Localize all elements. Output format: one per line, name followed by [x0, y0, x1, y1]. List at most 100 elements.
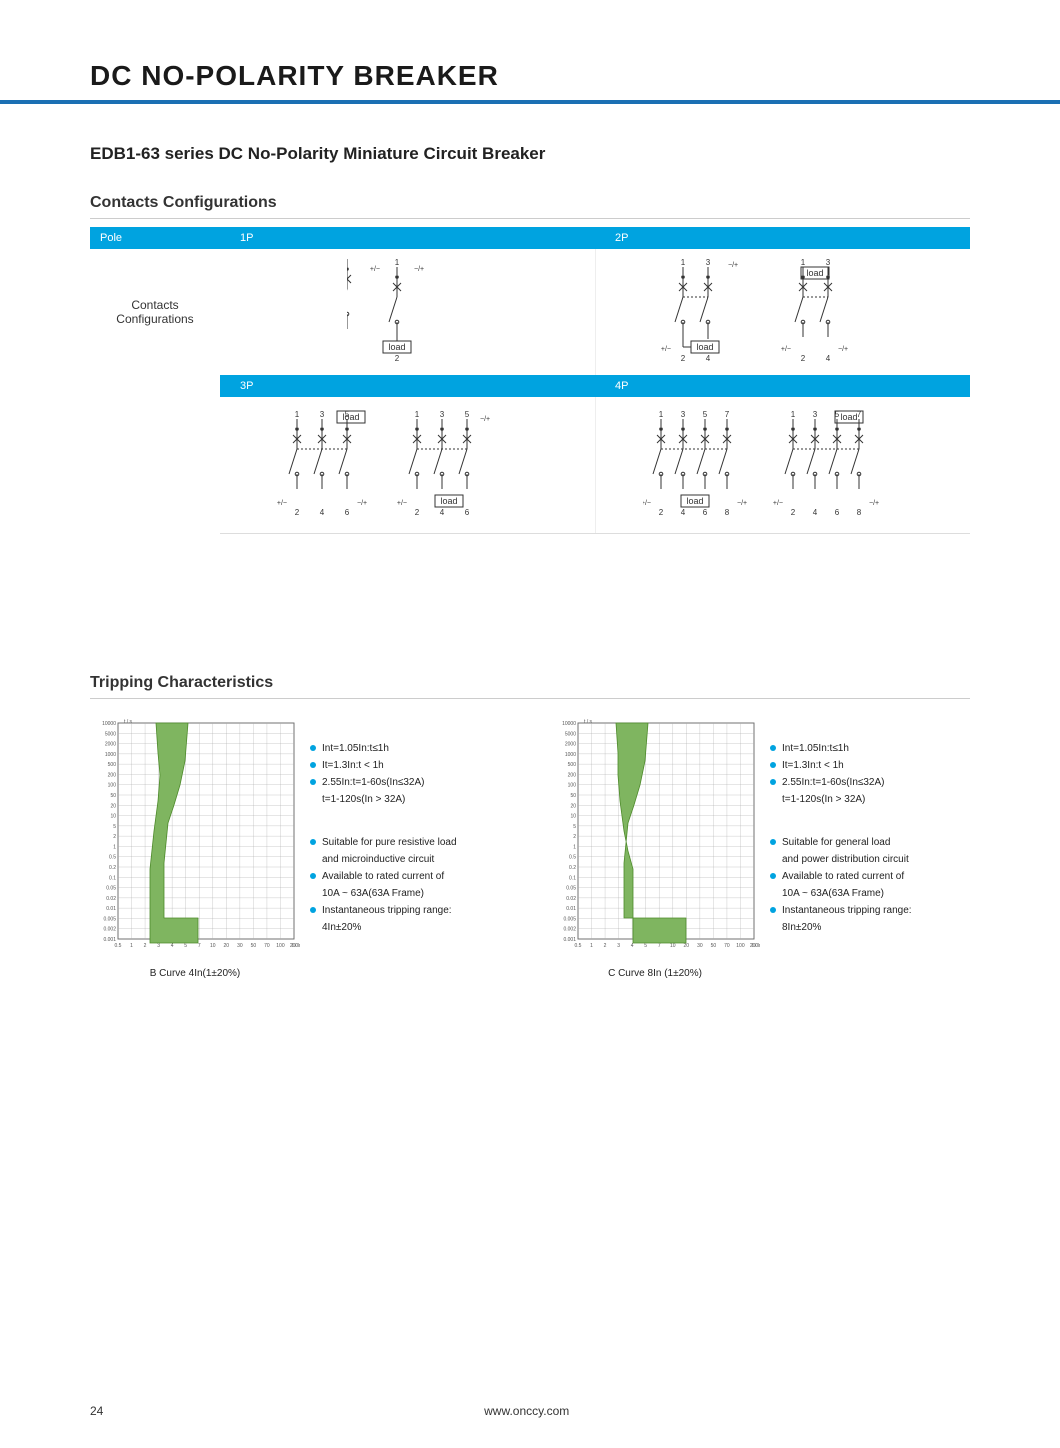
svg-text:100: 100: [276, 943, 285, 949]
svg-text:50: 50: [251, 943, 257, 949]
svg-text:5: 5: [644, 943, 647, 949]
svg-text:10: 10: [210, 943, 216, 949]
svg-text:2000: 2000: [105, 742, 116, 748]
c-curve-bullets: Int=1.05In:t≤1hIt=1.3In:t < 1h2.55In:t=1…: [770, 717, 912, 979]
svg-text:1000: 1000: [565, 752, 576, 758]
svg-text:1: 1: [113, 844, 116, 850]
bullet-item: It=1.3In:t < 1h: [310, 758, 457, 773]
svg-text:5: 5: [465, 410, 470, 419]
diagram-3p: 1 3 5 2 4 6 load +/− −/+: [220, 397, 595, 533]
c-curve-svg: 100005000200010005002001005020105210.50.…: [550, 717, 760, 957]
svg-text:0.05: 0.05: [566, 886, 576, 892]
footer-url: www.onccy.com: [484, 1404, 569, 1418]
svg-text:3: 3: [826, 259, 831, 267]
c-curve-column: 100005000200010005002001005020105210.50.…: [550, 717, 970, 979]
svg-text:4: 4: [813, 508, 818, 517]
svg-text:2: 2: [573, 834, 576, 840]
svg-text:2: 2: [791, 508, 796, 517]
diagram-2p-svg: 1 3 2 4 −/+ +/− load: [653, 259, 913, 369]
svg-text:+/−: +/−: [397, 500, 407, 507]
svg-text:0.02: 0.02: [106, 896, 116, 902]
svg-text:4: 4: [320, 508, 325, 517]
svg-text:load: load: [441, 496, 458, 506]
svg-text:4: 4: [681, 508, 686, 517]
svg-text:0.1: 0.1: [109, 875, 116, 881]
svg-text:0.005: 0.005: [563, 916, 576, 922]
svg-text:0.002: 0.002: [563, 927, 576, 933]
svg-text:4: 4: [826, 354, 831, 363]
svg-text:load: load: [840, 412, 857, 422]
svg-text:6: 6: [345, 508, 350, 517]
diagram-3p-svg: 1 3 5 2 4 6 load +/− −/+: [277, 407, 537, 527]
svg-text:3: 3: [681, 410, 686, 419]
svg-text:1000: 1000: [105, 752, 116, 758]
b-curve-column: 100005000200010005002001005020105210.50.…: [90, 717, 510, 979]
svg-text:200: 200: [108, 772, 117, 778]
b-curve-chart: 100005000200010005002001005020105210.50.…: [90, 717, 300, 979]
bullet-subitem: and microinductive circuit: [310, 852, 457, 867]
svg-text:5: 5: [113, 824, 116, 830]
page: DC NO-POLARITY BREAKER EDB1-63 series DC…: [0, 0, 1060, 1448]
svg-text:0.02: 0.02: [566, 896, 576, 902]
svg-text:0.1: 0.1: [569, 875, 576, 881]
svg-text:1: 1: [659, 410, 664, 419]
svg-text:2: 2: [604, 943, 607, 949]
svg-text:50: 50: [110, 793, 116, 799]
svg-text:2: 2: [395, 354, 400, 363]
svg-text:20: 20: [224, 943, 230, 949]
pole-3p-tab: 3P: [220, 375, 595, 397]
bullet-subitem: and power distribution circuit: [770, 852, 912, 867]
product-subtitle: EDB1-63 series DC No-Polarity Miniature …: [90, 144, 970, 164]
bullet-item: Available to rated current of: [770, 869, 912, 884]
svg-text:6: 6: [703, 508, 708, 517]
svg-text:+/−: +/−: [370, 266, 380, 273]
svg-text:0.5: 0.5: [569, 855, 576, 861]
svg-text:8: 8: [725, 508, 730, 517]
page-number: 24: [90, 1404, 103, 1418]
svg-text:t / s: t / s: [584, 719, 593, 725]
svg-text:I / In: I / In: [752, 943, 760, 949]
svg-text:6: 6: [465, 508, 470, 517]
svg-text:4: 4: [706, 354, 711, 363]
svg-text:3: 3: [706, 259, 711, 267]
svg-text:−/+: −/+: [737, 500, 747, 507]
bullet-subitem: 10A ~ 63A(63A Frame): [310, 886, 457, 901]
diagram-1p-svg: 1 2 +/− −/+ load: [347, 259, 467, 369]
bullet-subitem: 4In±20%: [310, 920, 457, 935]
svg-text:5000: 5000: [565, 731, 576, 737]
svg-text:+/−: +/−: [277, 500, 287, 507]
svg-text:5: 5: [573, 824, 576, 830]
svg-text:70: 70: [724, 943, 730, 949]
svg-text:50: 50: [711, 943, 717, 949]
svg-text:500: 500: [108, 762, 117, 768]
svg-text:+/−: +/−: [781, 346, 791, 353]
pole-header-row-2-wrap: 3P 4P: [90, 375, 970, 397]
bullet-item: Int=1.05In:t≤1h: [770, 741, 912, 756]
svg-text:5000: 5000: [105, 731, 116, 737]
svg-text:0.05: 0.05: [106, 886, 116, 892]
svg-text:2: 2: [681, 354, 686, 363]
svg-text:3: 3: [617, 943, 620, 949]
b-curve-svg: 100005000200010005002001005020105210.50.…: [90, 717, 300, 957]
svg-text:0.5: 0.5: [575, 943, 582, 949]
b-curve-bullets: Int=1.05In:t≤1hIt=1.3In:t < 1h2.55In:t=1…: [310, 717, 457, 979]
diagram-2p: 1 3 2 4 −/+ +/− load: [595, 249, 971, 375]
diagram-1p: 1 2 +/− −/+ load: [220, 249, 595, 375]
svg-text:100: 100: [568, 783, 577, 789]
svg-text:load: load: [806, 268, 823, 278]
diagram-4p-svg: 1 3 5 7 2 4 6 8 +/− −/+ load: [643, 407, 923, 527]
svg-text:load: load: [343, 412, 360, 422]
svg-text:50: 50: [570, 793, 576, 799]
page-content: DC NO-POLARITY BREAKER EDB1-63 series DC…: [0, 0, 1060, 1019]
pole-1p-tab: 1P: [220, 227, 595, 249]
svg-text:100: 100: [108, 783, 117, 789]
svg-text:2000: 2000: [565, 742, 576, 748]
svg-text:30: 30: [237, 943, 243, 949]
svg-text:−/+: −/+: [357, 500, 367, 507]
svg-text:1: 1: [415, 410, 420, 419]
svg-text:load: load: [696, 342, 713, 352]
svg-text:10000: 10000: [562, 721, 576, 727]
svg-text:0.005: 0.005: [103, 916, 116, 922]
svg-text:200: 200: [568, 772, 577, 778]
row-label: Contacts Configurations: [90, 249, 220, 375]
